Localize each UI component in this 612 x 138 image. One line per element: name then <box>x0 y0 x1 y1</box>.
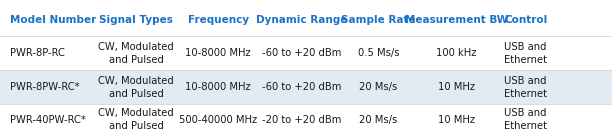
Text: -20 to +20 dBm: -20 to +20 dBm <box>262 115 341 125</box>
Text: CW, Modulated
and Pulsed: CW, Modulated and Pulsed <box>99 108 174 131</box>
Text: 100 kHz: 100 kHz <box>436 48 477 58</box>
Text: 10-8000 MHz: 10-8000 MHz <box>185 82 251 92</box>
Text: USB and
Ethernet: USB and Ethernet <box>504 42 547 65</box>
Text: CW, Modulated
and Pulsed: CW, Modulated and Pulsed <box>99 76 174 99</box>
Text: 20 Ms/s: 20 Ms/s <box>359 115 398 125</box>
Text: 0.5 Ms/s: 0.5 Ms/s <box>358 48 399 58</box>
Text: 10 MHz: 10 MHz <box>438 82 475 92</box>
Text: PWR-8PW-RC*: PWR-8PW-RC* <box>10 82 80 92</box>
Text: 20 Ms/s: 20 Ms/s <box>359 82 398 92</box>
Text: Dynamic Range: Dynamic Range <box>256 15 347 25</box>
Bar <box>0 70 612 104</box>
Text: USB and
Ethernet: USB and Ethernet <box>504 76 547 99</box>
Text: USB and
Ethernet: USB and Ethernet <box>504 108 547 131</box>
Text: -60 to +20 dBm: -60 to +20 dBm <box>262 82 341 92</box>
Text: 10 MHz: 10 MHz <box>438 115 475 125</box>
Text: Control: Control <box>504 15 548 25</box>
Text: -60 to +20 dBm: -60 to +20 dBm <box>262 48 341 58</box>
Text: 10-8000 MHz: 10-8000 MHz <box>185 48 251 58</box>
Text: 500-40000 MHz: 500-40000 MHz <box>179 115 257 125</box>
Text: PWR-8P-RC: PWR-8P-RC <box>10 48 65 58</box>
Text: Sample Rate: Sample Rate <box>341 15 416 25</box>
Text: Frequency: Frequency <box>188 15 248 25</box>
Text: Measurement BW: Measurement BW <box>405 15 508 25</box>
Text: Signal Types: Signal Types <box>99 15 173 25</box>
Text: PWR-40PW-RC*: PWR-40PW-RC* <box>10 115 86 125</box>
Text: CW, Modulated
and Pulsed: CW, Modulated and Pulsed <box>99 42 174 65</box>
Text: Model Number: Model Number <box>10 15 96 25</box>
